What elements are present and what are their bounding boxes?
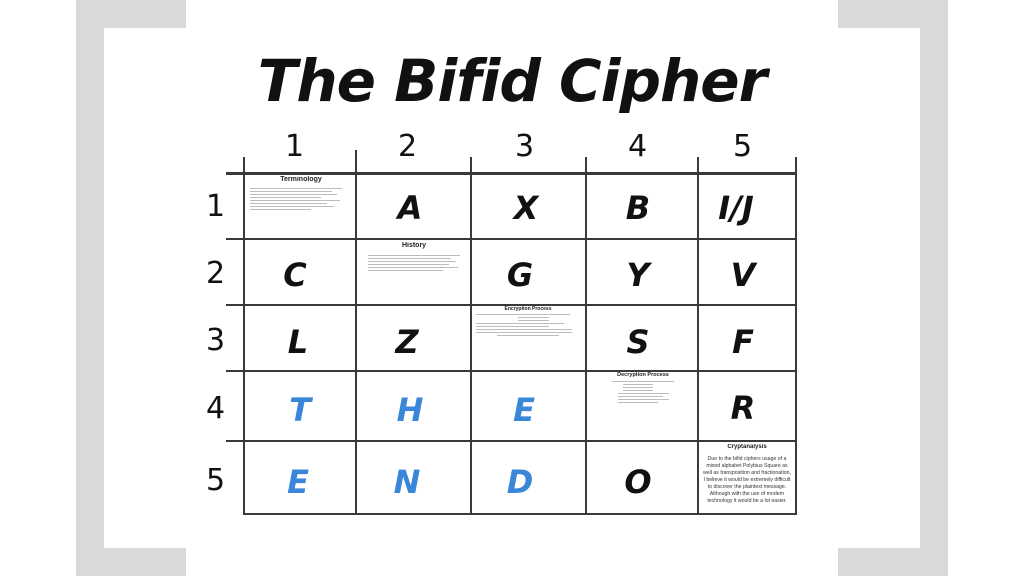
grid-line-v4 [697, 157, 699, 515]
slide [104, 28, 920, 548]
row-header-3: 3 [206, 323, 226, 358]
cell-r5c3: D [506, 463, 534, 501]
row-header-4: 4 [206, 391, 226, 426]
slide-title: The Bifid Cipher [257, 47, 768, 115]
cell-r1c3: X [513, 189, 539, 227]
thumbnail-terminology-line [250, 196, 322, 198]
cell-r2c3: G [506, 256, 534, 294]
cell-r1c5: I/J [718, 189, 754, 227]
thumbnail-terminology[interactable]: Terminology [250, 176, 352, 236]
cell-r5c1: E [287, 463, 309, 501]
thumbnail-terminology-title: Terminology [280, 176, 322, 183]
thumbnail-cryptanalysis-title: Cryptanalysis [727, 444, 767, 450]
thumbnail-encryption-process[interactable]: Encryption Process [476, 306, 580, 368]
thumbnail-cryptanalysis[interactable]: Cryptanalysis Due to the bifid ciphers u… [702, 444, 792, 512]
cell-r2c5: V [730, 256, 756, 294]
grid-line-h3 [226, 370, 796, 372]
cell-r5c4: O [624, 463, 652, 501]
thumbnail-decryption-line [622, 383, 654, 385]
thumbnail-encryption-line [476, 323, 565, 325]
thumbnail-encryption-line [476, 332, 572, 334]
grid-line-h5 [244, 513, 796, 515]
grid-line-h4 [226, 440, 796, 442]
cell-r3c4: S [626, 323, 650, 361]
cell-r2c4: Y [626, 256, 650, 294]
thumbnail-terminology-line [250, 190, 332, 192]
thumbnail-history-line [368, 260, 456, 262]
thumbnail-history-line [368, 257, 452, 259]
thumbnail-decryption-line [622, 389, 654, 391]
cell-r4c1: T [289, 391, 311, 429]
row-header-5: 5 [206, 463, 226, 498]
thumbnail-history-line [368, 263, 450, 265]
cell-r1c2: A [397, 189, 423, 227]
thumbnail-encryption-line [496, 335, 560, 337]
row-header-1: 1 [206, 189, 226, 224]
grid-line-v5 [795, 157, 797, 515]
thumbnail-history-title: History [401, 242, 427, 249]
thumbnail-encryption-line [517, 320, 549, 322]
thumbnail-encryption-line [476, 314, 570, 316]
column-header-2: 2 [398, 129, 418, 164]
row-header-2: 2 [206, 256, 226, 291]
thumbnail-history-line [368, 254, 460, 256]
grid-line-h2 [226, 304, 796, 306]
cell-r1c4: B [625, 189, 651, 227]
thumbnail-decryption-line [617, 401, 659, 403]
thumbnail-encryption-title: Encryption Process [504, 306, 552, 312]
grid-line-v2 [470, 157, 472, 515]
thumbnail-encryption-line [476, 329, 572, 331]
cell-r3c1: L [287, 323, 309, 361]
thumbnail-decryption-line [617, 392, 669, 394]
thumbnail-decryption-line [617, 398, 669, 400]
thumbnail-decryption-line [617, 395, 664, 397]
cell-r4c3: E [513, 391, 535, 429]
thumbnail-history-line [368, 266, 458, 268]
grid-line-v1 [355, 150, 357, 515]
grid-line-h1 [226, 238, 796, 240]
grid-line-v0 [243, 157, 245, 515]
column-header-1: 1 [285, 129, 305, 164]
grid-line-v3 [585, 157, 587, 515]
column-header-5: 5 [733, 129, 753, 164]
thumbnail-encryption-line [476, 326, 549, 328]
cell-r2c1: C [283, 256, 307, 294]
thumbnail-terminology-line [250, 205, 334, 207]
cell-r4c5: R [730, 389, 756, 427]
thumbnail-history[interactable]: History [362, 242, 466, 302]
column-header-4: 4 [628, 129, 648, 164]
thumbnail-decryption-line [612, 380, 674, 382]
thumbnail-terminology-line [250, 202, 327, 204]
thumbnail-decryption-line [622, 386, 654, 388]
thumbnail-decryption-title: Decryption Process [617, 372, 669, 378]
thumbnail-decryption-process[interactable]: Decryption Process [592, 372, 694, 438]
thumbnail-terminology-line [250, 193, 337, 195]
thumbnail-cryptanalysis-body: Due to the bifid ciphers usage of a mixe… [703, 455, 791, 504]
cell-r5c2: N [393, 463, 421, 501]
column-header-3: 3 [515, 129, 535, 164]
cell-r4c2: H [396, 391, 424, 429]
cell-r3c2: Z [395, 323, 419, 361]
thumbnail-encryption-line [517, 317, 549, 319]
thumbnail-terminology-line [250, 199, 340, 201]
thumbnail-terminology-line [250, 208, 312, 210]
grid-line-h0 [226, 172, 796, 175]
thumbnail-terminology-line [250, 187, 342, 189]
thumbnail-history-line [368, 269, 444, 271]
cell-r3c5: F [732, 323, 754, 361]
